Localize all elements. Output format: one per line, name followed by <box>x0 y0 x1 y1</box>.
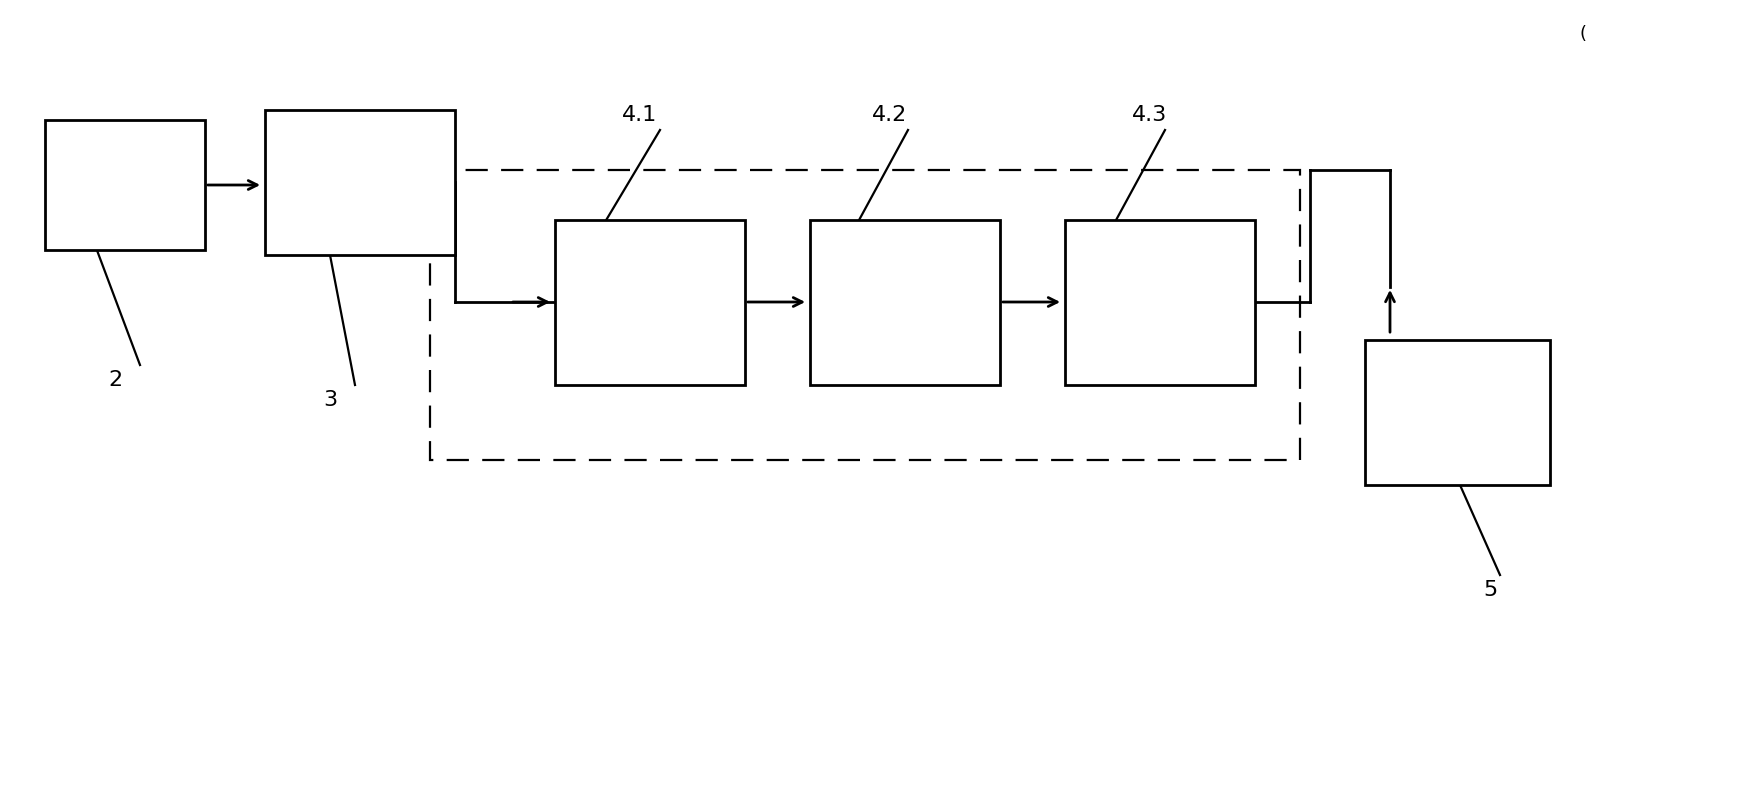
Bar <box>1365 340 1550 485</box>
Text: 4.2: 4.2 <box>872 105 907 125</box>
Text: 2: 2 <box>109 370 123 390</box>
Text: (: ( <box>1580 25 1587 43</box>
Bar <box>430 170 1300 460</box>
Text: 3: 3 <box>323 390 337 410</box>
Text: 4.3: 4.3 <box>1132 105 1167 125</box>
Text: 5: 5 <box>1483 580 1497 600</box>
Bar <box>1065 220 1255 385</box>
Text: 4.1: 4.1 <box>623 105 658 125</box>
Bar <box>555 220 746 385</box>
Bar <box>46 120 205 250</box>
Bar <box>265 110 455 255</box>
Bar <box>811 220 1000 385</box>
